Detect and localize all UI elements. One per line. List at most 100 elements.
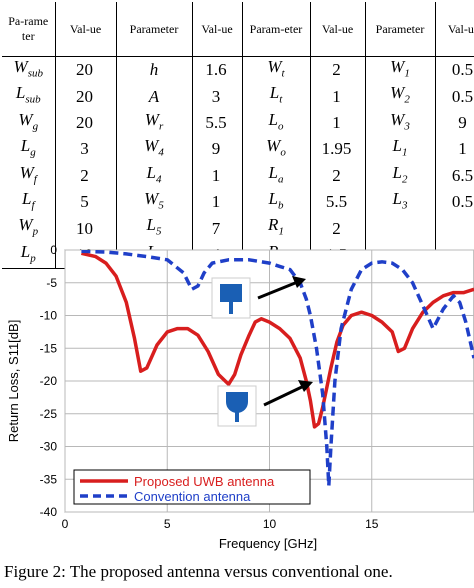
value-cell: 0.5 [435,56,474,84]
parameter-table: Pa-rame ter Val-ue Parameter Val-ue Param-et… [2,2,474,270]
value-cell: 3 [192,83,243,110]
parameter-cell: W2 [365,83,436,110]
parameter-cell: L4 [116,162,193,189]
parameter-cell: h [116,56,193,84]
parameter-cell: Lsub [2,83,56,110]
table-header-cell: Pa-rame ter [2,2,56,57]
table-header-cell: Val-ue [435,2,474,57]
table-row: Lf 5 W5 1 Lb 5.5 L3 0.5 [2,188,474,216]
value-cell: 1 [310,109,366,137]
value-cell: 9 [192,136,243,163]
legend: Proposed UWB antenna Convention antenna [73,469,311,505]
parameter-cell: Lg [2,136,56,163]
parameter-cell: Lf [2,188,56,216]
value-cell: 2 [310,56,366,84]
y-tick-label: 0 [50,243,57,257]
value-cell: 20 [55,56,117,84]
x-tick-label: 10 [263,517,277,531]
value-cell: 5.5 [192,109,243,137]
table-row: Lsub 20 A 3 Lt 1 W2 0.5 [2,83,474,110]
parameter-cell: La [242,162,311,189]
parameter-cell: L3 [365,188,436,216]
parameter-cell: Wo [242,136,311,163]
parameter-cell: Wf [2,162,56,189]
table-row: Wg 20 Wr 5.5 Lo 1 W3 9 [2,109,474,137]
series-line-convention [81,250,474,488]
table-header-cell: Parameter [116,2,193,57]
y-axis-label: Return Loss, S11[dB] [6,320,21,443]
value-cell: 2 [310,162,366,189]
value-cell: 20 [55,83,117,110]
table-header-cell: Val-ue [310,2,366,57]
x-axis-label: Frequency [GHz] [219,536,317,551]
y-tick-label: -5 [46,276,57,290]
x-tick-label: 0 [62,517,69,531]
parameter-cell: W5 [116,188,193,216]
parameter-cell: W1 [365,56,436,84]
value-cell: 0.5 [435,188,474,216]
value-cell: 1 [192,162,243,189]
arrow-to-proposed [263,380,313,407]
value-cell: 1 [310,83,366,110]
value-cell: 1.6 [192,56,243,84]
series-line-proposed [81,251,474,429]
y-tick-label: -10 [40,309,58,323]
legend-label-convention: Convention antenna [134,489,251,504]
value-cell: 5 [55,188,117,216]
value-cell: 3 [55,136,117,163]
y-tick-label: -25 [40,407,58,421]
value-cell: 7 [192,215,243,242]
y-tick-label: -40 [40,505,58,519]
table-row: Wf 2 L4 1 La 2 L2 6.5 [2,162,474,189]
value-cell: 0.5 [435,83,474,110]
parameter-cell: Lt [242,83,311,110]
legend-label-proposed: Proposed UWB antenna [134,474,275,489]
value-cell: 10 [55,215,117,242]
parameter-cell: Lb [242,188,311,216]
y-tick-label: -15 [40,341,58,355]
y-tick-label: -30 [40,440,58,454]
parameter-cell: Lp [2,241,56,270]
x-tick-label: 15 [365,517,379,531]
parameter-cell: Wsub [2,56,56,84]
value-cell [435,215,474,242]
value-cell: 2 [310,215,366,242]
value-cell: 2 [55,162,117,189]
value-cell: 9 [435,109,474,137]
figure-caption: Figure 2: The proposed antenna versus co… [4,562,393,581]
value-cell: 5.5 [310,188,366,216]
table-header-cell: Parameter [365,2,436,57]
parameter-cell: Wp [2,215,56,242]
value-cell: 1 [435,136,474,163]
return-loss-chart: 0 -5 -10 -15 -20 -25 -30 -35 -40 0 5 10 15 Proposed … [6,243,474,551]
parameter-cell: W3 [365,109,436,137]
proposed-antenna-icon [217,385,257,427]
y-tick-label: -20 [40,374,58,388]
value-cell: 1.95 [310,136,366,163]
parameter-cell: A [116,83,193,110]
parameter-cell: W4 [116,136,193,163]
parameter-cell: Lo [242,109,311,137]
table-header-row: Pa-rame ter Val-ue Parameter Val-ue Param-et… [2,2,474,57]
table-header-cell: Val-ue [192,2,243,57]
table-row: Wp 10 L5 7 R1 2 [2,215,474,242]
parameter-cell [365,215,436,242]
table-header-cell: Param-eter [242,2,311,57]
arrow-to-convention [257,276,306,300]
value-cell: 1 [192,188,243,216]
parameter-cell: Wt [242,56,311,84]
parameter-cell: R1 [242,215,311,242]
parameter-cell: Wr [116,109,193,137]
table-header-cell: Val-ue [55,2,117,57]
value-cell: 20 [55,109,117,137]
value-cell: 6.5 [435,162,474,189]
table-row: Lg 3 W4 9 Wo 1.95 L1 1 [2,136,474,163]
parameter-cell: L2 [365,162,436,189]
x-tick-label: 5 [164,517,171,531]
conventional-antenna-icon [211,277,251,319]
y-tick-label: -35 [40,472,58,486]
parameter-cell: L5 [116,215,193,242]
parameter-cell: Wg [2,109,56,137]
table-row: Wsub 20 h 1.6 Wt 2 W1 0.5 [2,56,474,84]
parameter-cell: L1 [365,136,436,163]
